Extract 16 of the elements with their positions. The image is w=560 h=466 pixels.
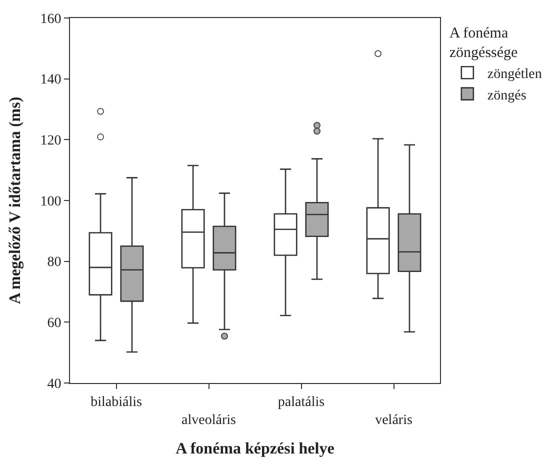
y-tick-label: 100 <box>40 194 62 210</box>
y-tick-label: 40 <box>47 376 62 392</box>
y-tick-label: 120 <box>40 134 62 149</box>
y-axis-title: A megelőző V időtartama (ms) <box>7 96 24 304</box>
y-tick-label: 60 <box>47 316 62 332</box>
legend-label: zöngés <box>487 88 526 104</box>
legend-title: A fonéma zöngéssége <box>449 26 518 61</box>
x-axis-title: A fonéma képzési helye <box>176 440 334 458</box>
x-tick-label: palatális <box>278 394 325 410</box>
x-tick-label: veláris <box>375 413 412 428</box>
y-tick-label: 160 <box>40 12 62 27</box>
x-tick-label: bilabiális <box>90 394 142 410</box>
y-tick-label: 80 <box>47 255 62 270</box>
y-tick-label: 140 <box>40 72 62 88</box>
legend-label: zöngétlen <box>487 67 542 82</box>
x-tick-label: alveoláris <box>182 413 236 428</box>
